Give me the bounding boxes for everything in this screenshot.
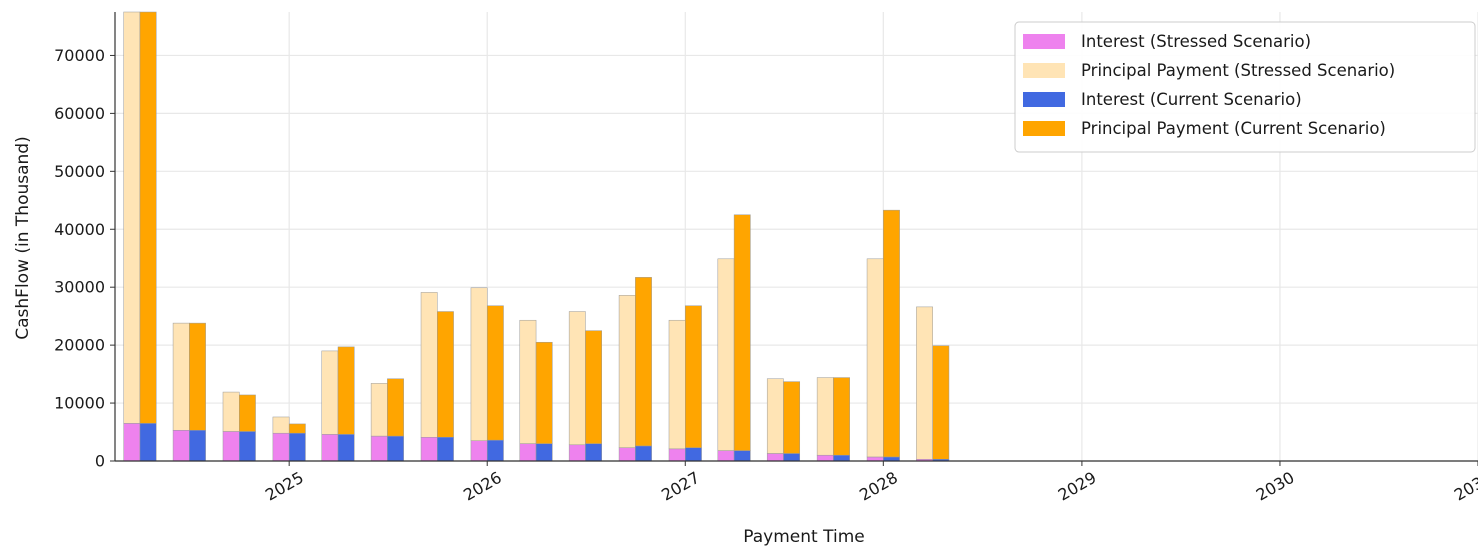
bar-current-principal	[783, 381, 801, 454]
legend-swatch	[1023, 63, 1065, 78]
bar-stressed-interest	[321, 434, 339, 462]
y-tick-label: 0	[95, 452, 105, 471]
bar-stressed-principal	[568, 311, 586, 446]
y-tick-label: 10000	[54, 394, 105, 413]
bar-stressed-interest	[123, 423, 141, 462]
bar-current-interest	[783, 453, 801, 462]
bar-current-interest	[685, 447, 702, 462]
legend-entry: Interest (Current Scenario)	[1081, 90, 1302, 109]
bar-current-principal	[635, 277, 652, 447]
bar-current-principal	[288, 423, 306, 434]
y-tick-label: 60000	[54, 104, 105, 123]
bar-current-principal	[733, 214, 751, 451]
x-tick-label: 2031	[1451, 468, 1478, 505]
y-tick-label: 30000	[54, 278, 105, 297]
bar-current-interest	[437, 437, 454, 462]
bar-stressed-interest	[668, 448, 686, 462]
y-tick-label: 20000	[54, 336, 105, 355]
bar-current-principal	[932, 345, 950, 460]
legend-swatch	[1023, 34, 1065, 49]
bar-current-interest	[733, 450, 751, 462]
bar-stressed-principal	[916, 306, 933, 460]
bar-stressed-principal	[519, 319, 537, 444]
bar-stressed-interest	[766, 453, 784, 462]
y-tick-label: 70000	[54, 46, 105, 65]
bar-stressed-interest	[420, 437, 438, 462]
y-tick-label: 50000	[54, 162, 105, 181]
x-tick-label: 2028	[856, 468, 901, 505]
bar-current-interest	[486, 439, 504, 462]
bar-stressed-interest	[816, 454, 834, 462]
bar-current-principal	[437, 311, 454, 438]
bar-current-interest	[239, 431, 256, 462]
bar-stressed-interest	[370, 435, 388, 462]
legend-entry: Principal Payment (Current Scenario)	[1081, 119, 1386, 138]
bar-stressed-principal	[370, 383, 388, 437]
x-tick-label: 2026	[460, 468, 505, 505]
bar-current-interest	[833, 454, 850, 462]
bar-current-interest	[288, 432, 306, 462]
bar-stressed-interest	[222, 431, 240, 462]
legend-entry: Principal Payment (Stressed Scenario)	[1081, 61, 1395, 80]
bar-stressed-interest	[519, 443, 537, 462]
x-tick-label: 2030	[1253, 468, 1298, 505]
bar-stressed-interest	[568, 444, 586, 462]
bar-stressed-principal	[717, 258, 735, 451]
x-tick-label: 2027	[658, 468, 703, 505]
bar-stressed-interest	[470, 440, 488, 462]
bar-current-interest	[337, 434, 355, 462]
bar-stressed-interest	[866, 456, 884, 462]
legend-box	[1014, 21, 1476, 153]
x-tick-label: 2025	[262, 468, 307, 505]
bar-stressed-principal	[321, 350, 339, 435]
bar-stressed-principal	[123, 11, 141, 424]
bar-current-principal	[387, 378, 404, 437]
x-axis-label: Payment Time	[743, 527, 864, 546]
bar-current-interest	[189, 430, 206, 462]
bar-stressed-principal	[172, 322, 190, 431]
bar-current-principal	[139, 11, 157, 424]
bar-stressed-principal	[420, 292, 438, 438]
bar-stressed-interest	[717, 450, 735, 462]
bar-stressed-interest	[272, 432, 290, 462]
bar-current-interest	[387, 435, 404, 462]
bar-current-interest	[883, 456, 900, 462]
legend-entry: Interest (Stressed Scenario)	[1081, 32, 1311, 51]
bar-stressed-principal	[272, 416, 290, 434]
bar-current-interest	[585, 443, 602, 462]
legend: Interest (Stressed Scenario) Principal Pa…	[1014, 21, 1476, 153]
legend-swatch	[1023, 121, 1065, 136]
bar-current-principal	[833, 377, 850, 456]
bar-current-principal	[535, 341, 553, 444]
bar-current-principal	[685, 305, 702, 448]
grid	[115, 12, 1478, 462]
bar-stressed-principal	[766, 378, 784, 454]
bar-stressed-principal	[222, 391, 240, 432]
bar-current-interest	[635, 445, 652, 462]
bar-current-principal	[585, 330, 602, 444]
bar-current-principal	[486, 305, 504, 441]
bar-stressed-principal	[866, 258, 884, 458]
legend-swatch	[1023, 92, 1065, 107]
bars	[123, 11, 950, 462]
bar-stressed-principal	[470, 287, 488, 441]
y-tick-label: 40000	[54, 220, 105, 239]
bar-stressed-interest	[618, 447, 636, 462]
y-axis-label: CashFlow (in Thousand)	[13, 136, 33, 339]
bar-current-principal	[337, 346, 355, 435]
bar-stressed-principal	[618, 295, 636, 448]
bar-stressed-principal	[816, 377, 834, 456]
bar-current-principal	[239, 394, 256, 432]
bar-current-principal	[883, 209, 900, 458]
bar-stressed-principal	[668, 319, 686, 450]
bar-current-interest	[139, 423, 157, 462]
x-tick-label: 2029	[1055, 468, 1100, 505]
bar-current-principal	[189, 322, 206, 431]
bar-current-interest	[535, 443, 553, 462]
bar-stressed-interest	[172, 430, 190, 462]
